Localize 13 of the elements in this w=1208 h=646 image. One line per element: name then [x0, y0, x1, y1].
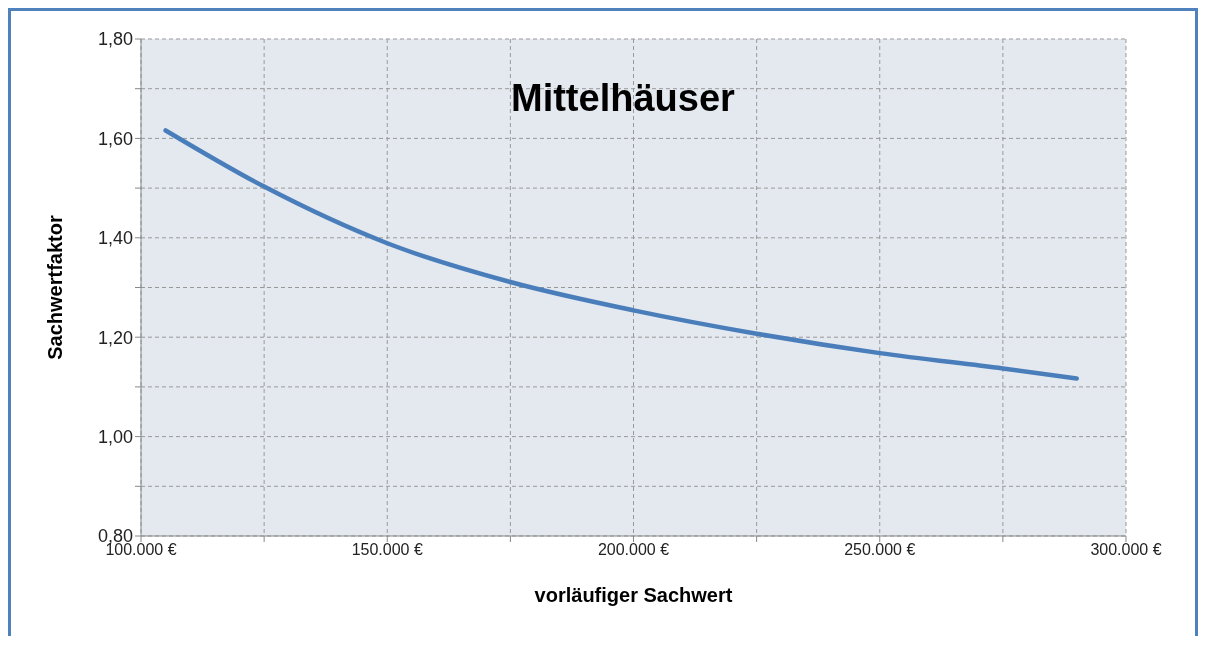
- x-tick-label: 200.000 €: [597, 541, 670, 559]
- x-tick-label: 250.000 €: [844, 541, 916, 559]
- line-series: [163, 128, 1079, 381]
- y-tick-label: 1,20: [97, 327, 133, 348]
- x-tick-label: 300.000 €: [1090, 541, 1162, 559]
- text: Mittelhäuser: [511, 77, 735, 120]
- y-tick-label: 1,00: [97, 426, 133, 447]
- y-tick-label: 1,60: [97, 128, 133, 149]
- x-tick-label: 150.000 €: [351, 541, 423, 559]
- y-tick-label: 1,80: [97, 29, 133, 50]
- y-axis-title: Sachwertfaktor: [44, 215, 67, 360]
- y-tick-label: 1,40: [97, 228, 133, 249]
- x-axis-title: vorläufiger Sachwert: [534, 584, 733, 606]
